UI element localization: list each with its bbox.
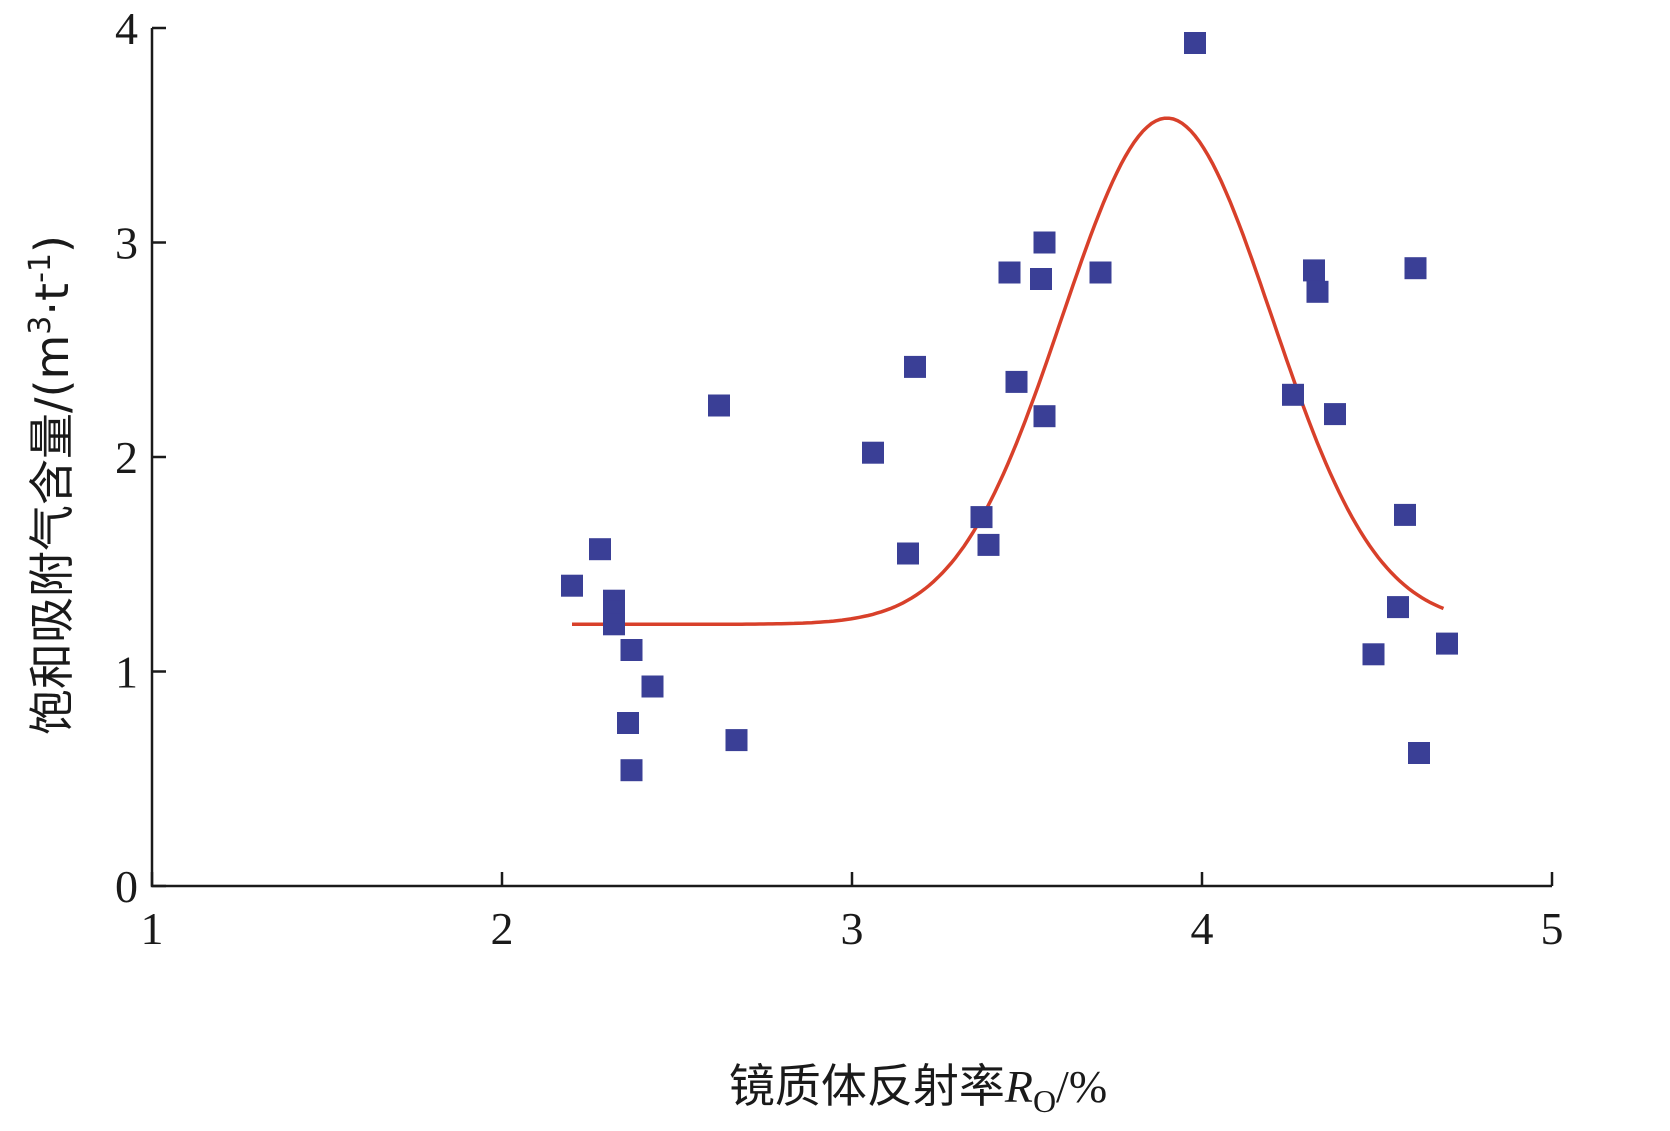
data-point — [977, 533, 1000, 556]
data-point — [897, 542, 919, 565]
x-tick-label: 5 — [1541, 903, 1564, 954]
axis-frame — [150, 28, 1552, 888]
data-point — [1089, 261, 1112, 284]
y-tick-label: 4 — [115, 3, 138, 54]
data-point — [725, 729, 748, 752]
x-tick-label: 3 — [841, 903, 864, 954]
y-axis-title-end: ) — [25, 235, 79, 253]
data-point — [1436, 632, 1458, 655]
x-axis-title: 镜质体反射率RO/% — [729, 1059, 1107, 1119]
x-axis-title-unit: /% — [1056, 1061, 1107, 1112]
data-point — [862, 441, 884, 464]
x-axis-title-sub: O — [1033, 1083, 1056, 1119]
x-tick-label: 1 — [141, 903, 164, 954]
data-point — [1303, 259, 1325, 282]
data-point — [561, 574, 583, 597]
y-axis-title-mid: ·t — [25, 283, 79, 316]
data-point — [1005, 370, 1028, 393]
y-tick-label: 3 — [115, 218, 138, 269]
data-point — [1282, 383, 1304, 406]
y-tick-label: 1 — [115, 647, 138, 698]
data-point — [708, 394, 730, 417]
y-axis-ticks: 0 1 2 3 4 — [115, 3, 166, 912]
data-point — [641, 675, 664, 698]
data-point — [904, 355, 926, 378]
y-tick-label: 2 — [115, 432, 138, 483]
y-axis-title-main: 饱和吸附气含量/(m — [25, 335, 79, 735]
data-point — [620, 639, 643, 661]
data-points — [561, 32, 1458, 782]
data-point — [1033, 405, 1056, 428]
data-point — [1387, 596, 1409, 619]
data-point — [1362, 643, 1385, 666]
data-point — [1030, 268, 1052, 290]
y-axis-title: 饱和吸附气含量/(m3·t-1) — [23, 235, 79, 735]
x-tick-label: 2 — [491, 903, 514, 954]
data-point — [1324, 403, 1346, 426]
data-point — [589, 538, 611, 561]
x-tick-label: 4 — [1191, 903, 1214, 954]
data-point — [603, 613, 625, 636]
data-point — [1184, 32, 1206, 54]
axes — [150, 28, 1552, 888]
x-axis-ticks: 1 2 3 4 5 — [141, 872, 1564, 954]
y-tick-label: 0 — [115, 861, 138, 912]
data-point — [620, 759, 643, 782]
x-axis-title-var: R — [1004, 1061, 1033, 1112]
data-point — [970, 506, 993, 529]
data-point — [1306, 280, 1329, 303]
data-point — [1408, 742, 1430, 764]
data-point — [617, 712, 639, 734]
y-axis-title-sup2: -1 — [23, 253, 58, 283]
y-axis-title-sup1: 3 — [23, 316, 58, 335]
data-point — [1033, 231, 1056, 254]
data-point — [1394, 503, 1416, 526]
x-axis-title-main: 镜质体反射率 — [729, 1059, 1005, 1113]
data-point — [1404, 257, 1427, 280]
data-point — [998, 261, 1021, 284]
